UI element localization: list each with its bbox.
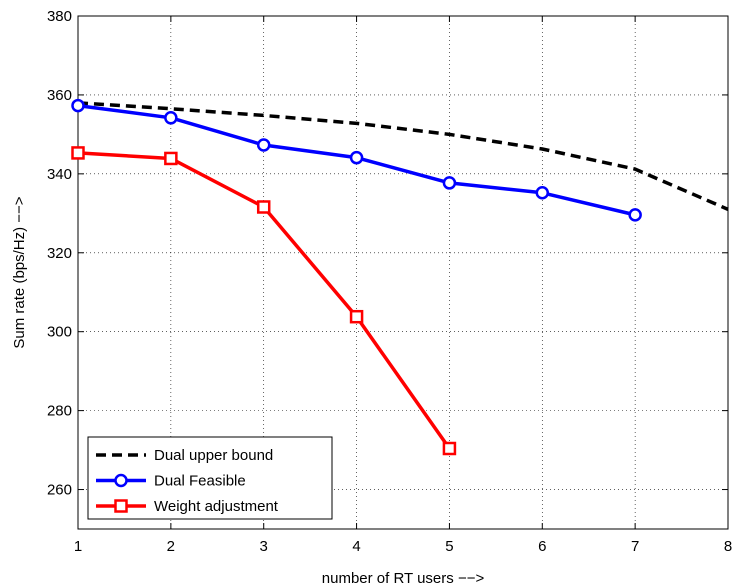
data-point-square [256, 200, 271, 214]
x-tick-label: 7 [631, 538, 639, 555]
series-dual-upper-bound [77, 101, 729, 211]
x-tick-label: 8 [724, 538, 732, 555]
y-tick-label: 360 [47, 87, 72, 104]
data-point-square [349, 309, 364, 324]
data-point-circle [256, 138, 271, 152]
axis-labels: number of RT users −−> Sum rate (bps/Hz)… [11, 196, 484, 587]
y-tick-label: 260 [47, 482, 72, 499]
x-axis-label: number of RT users −−> [322, 570, 485, 587]
legend-entry-label: Dual Feasible [154, 473, 246, 490]
y-axis-label: Sum rate (bps/Hz) −−> [11, 196, 28, 348]
series-line [77, 101, 729, 211]
legend: Dual upper bound Dual Feasible Weight adju… [87, 436, 333, 520]
x-tick-label: 2 [167, 538, 175, 555]
legend-marker [114, 499, 128, 513]
x-tick-label: 3 [260, 538, 268, 555]
legend-entry-label: Weight adjustment [154, 498, 279, 515]
y-tick-label: 380 [47, 8, 72, 25]
y-tick-label: 320 [47, 245, 72, 262]
y-tick-label: 340 [47, 166, 72, 183]
y-tick-label: 300 [47, 324, 72, 341]
data-point-square [164, 151, 178, 166]
x-tick-label: 4 [352, 538, 360, 555]
data-point-square [442, 441, 457, 456]
y-tick-label: 280 [47, 403, 72, 420]
data-point-circle [628, 208, 642, 222]
data-point-circle [442, 176, 457, 190]
data-point-circle [71, 98, 85, 113]
x-tick-label: 1 [74, 538, 82, 555]
data-point-circle [349, 150, 364, 165]
x-tick-label: 5 [445, 538, 453, 555]
legend-entry-label: Dual upper bound [154, 447, 273, 464]
data-point-circle [535, 186, 550, 200]
data-point-circle [164, 111, 178, 125]
plot-frame [77, 15, 729, 530]
legend-marker [114, 473, 128, 488]
x-tick-label: 6 [538, 538, 546, 555]
series-dual-feasible [71, 98, 642, 222]
axes-layer: 1 2 3 4 5 6 7 8 260 280 300 320 340 360 380 [47, 8, 732, 555]
series-weight-adjustment [71, 146, 457, 456]
data-point-square [71, 146, 85, 160]
series-layer [71, 98, 729, 456]
